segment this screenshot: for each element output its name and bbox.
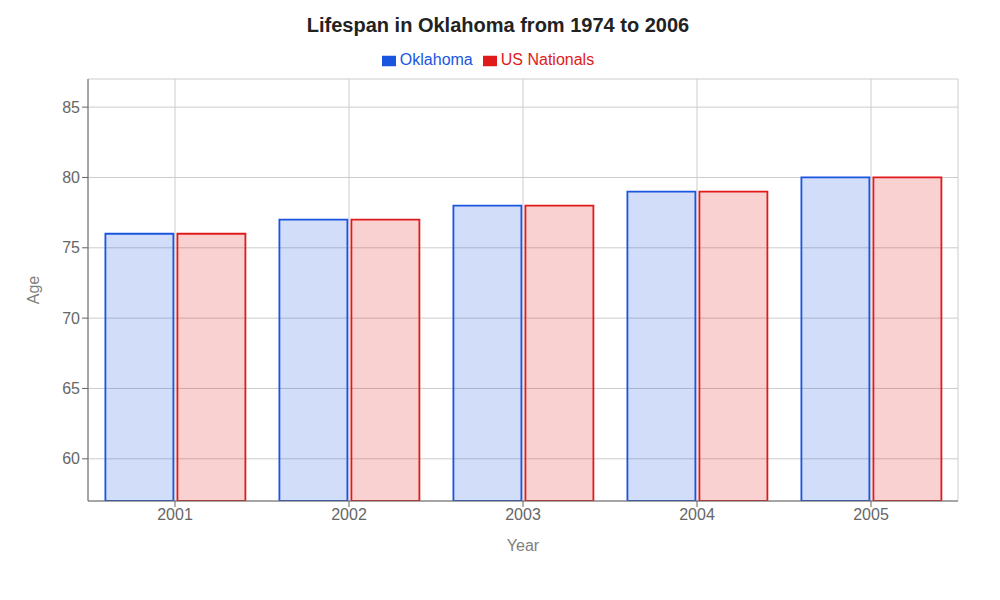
html-text:US Nationals: US Nationals: [500, 51, 595, 68]
html-text:Lifespan in Oklahoma from 1974: Lifespan in Oklahoma from 1974 to 2006: [306, 14, 690, 36]
svg-text:2003: 2003: [505, 506, 541, 523]
svg-text:2004: 2004: [679, 506, 715, 523]
html-text:Oklahoma: Oklahoma: [399, 51, 473, 68]
svg-text:2002: 2002: [331, 506, 367, 523]
svg-text:2001: 2001: [157, 506, 193, 523]
svg-text:Year: Year: [507, 537, 540, 554]
svg-text:Age: Age: [25, 276, 42, 305]
svg-text:85: 85: [62, 99, 80, 116]
svg-text:70: 70: [62, 310, 80, 327]
svg-text:80: 80: [62, 169, 80, 186]
svg-text:65: 65: [62, 380, 80, 397]
svg-text:60: 60: [62, 450, 80, 467]
svg-text:75: 75: [62, 239, 80, 256]
svg-text:2005: 2005: [853, 506, 889, 523]
